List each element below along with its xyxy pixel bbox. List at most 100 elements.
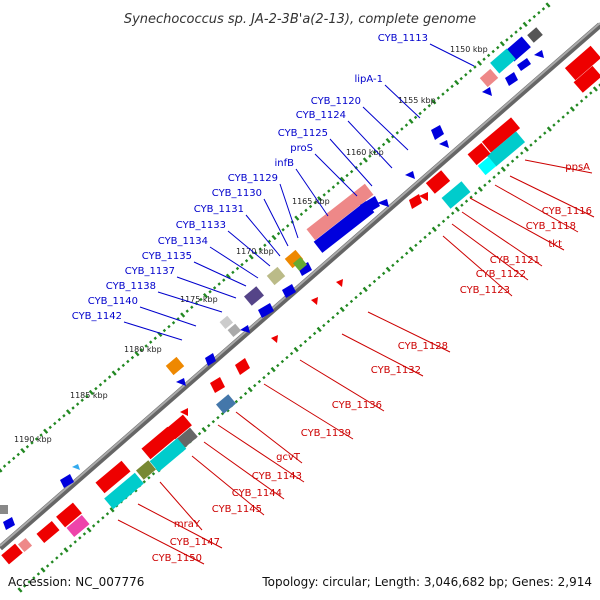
- reverse-gene-label: CYB_1123: [460, 285, 510, 296]
- feature-arrow: [282, 284, 296, 298]
- tick-dot: [7, 460, 11, 464]
- tick-dot: [491, 49, 495, 54]
- tick-dot: [98, 383, 103, 387]
- tick-dot: [322, 193, 326, 197]
- tick-dot: [225, 273, 231, 279]
- feature-block: [441, 181, 471, 209]
- tick-dot: [12, 456, 16, 461]
- tick-dot: [335, 311, 340, 316]
- tick-dot: [322, 323, 326, 328]
- reverse-gene-label: CYB_1121: [490, 255, 540, 266]
- tick-dot: [477, 186, 483, 192]
- forward-gene-label: CYB_1113: [378, 33, 428, 44]
- tick-dot: [234, 399, 239, 404]
- forward-gene-leader: [176, 276, 237, 299]
- tick-dot: [121, 363, 125, 368]
- reverse-gene-leader: [203, 441, 285, 500]
- feature-arrow: [271, 335, 278, 343]
- reverse-gene-leader: [451, 223, 529, 281]
- tick-dot: [486, 53, 491, 58]
- reverse-gene-leader: [263, 383, 354, 440]
- tick-dot: [579, 99, 584, 103]
- feature-block: [219, 315, 234, 330]
- tick-dot: [569, 106, 575, 112]
- reverse-gene-leader: [461, 211, 543, 267]
- feature-arrow: [419, 192, 428, 201]
- tick-dot: [240, 262, 244, 267]
- tick-dot: [546, 126, 552, 132]
- tick-dot: [207, 423, 211, 428]
- feature-block: [292, 256, 308, 272]
- tick-dot: [107, 375, 112, 379]
- tick-dot: [529, 143, 533, 147]
- feature-arrow: [405, 171, 415, 179]
- tick-dot: [2, 464, 7, 468]
- tick-dot: [499, 41, 505, 47]
- feature-arrow: [482, 87, 492, 96]
- tick-dot: [80, 398, 84, 402]
- forward-gene-leader: [362, 106, 409, 151]
- reverse-gene-leader: [137, 503, 223, 549]
- tick-dot: [450, 84, 454, 89]
- tick-dot: [258, 247, 262, 251]
- forward-gene-label: CYB_1120: [311, 96, 361, 107]
- tick-dot: [345, 303, 349, 308]
- tick-dot: [257, 379, 262, 384]
- reverse-gene-label: CYB_1150: [152, 553, 202, 564]
- reverse-gene-label: ppsA: [565, 162, 590, 173]
- reverse-gene-label: CYB_1145: [212, 504, 262, 515]
- tick-dot: [556, 119, 561, 123]
- tick-dot: [538, 135, 542, 139]
- tick-dot: [109, 507, 115, 513]
- reverse-gene-label: CYB_1116: [542, 206, 592, 217]
- tick-dot: [316, 326, 322, 333]
- tick-dot: [308, 335, 312, 340]
- tick-dot: [266, 371, 271, 376]
- tick-dot: [243, 391, 248, 396]
- tick-dot: [45, 564, 50, 568]
- tick-dot: [327, 189, 331, 193]
- forward-gene-label: CYB_1125: [278, 128, 328, 139]
- tick-dot: [139, 348, 144, 352]
- tick-dot: [441, 219, 446, 223]
- feature-block: [313, 201, 375, 253]
- forward-gene-leader: [139, 306, 197, 327]
- tick-dot: [263, 243, 267, 247]
- tick-dot: [308, 204, 313, 209]
- tick-dot: [476, 60, 483, 66]
- tick-dot: [126, 359, 130, 364]
- tick-dot: [506, 163, 510, 167]
- tick-dot: [414, 243, 418, 248]
- reverse-gene-label: gcvT: [276, 452, 301, 463]
- tick-dot: [312, 331, 317, 336]
- tick-dot: [509, 34, 514, 38]
- tick-dot: [589, 91, 593, 95]
- map-title: Synechococcus sp. JA-2-3B'a(2-13), compl…: [124, 12, 476, 27]
- tick-dot: [85, 394, 89, 399]
- tick-dot: [57, 417, 62, 422]
- tick-dot: [474, 191, 478, 195]
- tick-dot: [354, 295, 358, 300]
- forward-gene-label: lipA-1: [355, 74, 384, 85]
- feature-block: [66, 514, 90, 538]
- tick-dot: [253, 383, 257, 388]
- tick-dot: [395, 259, 400, 264]
- tick-dot: [201, 427, 207, 433]
- tick-dot: [211, 419, 216, 424]
- tick-dot: [454, 206, 460, 212]
- reverse-gene-leader: [299, 359, 385, 412]
- reverse-gene-leader: [117, 519, 205, 565]
- reverse-gene-leader: [191, 455, 265, 516]
- tick-dot: [451, 211, 455, 215]
- feature-block: [564, 45, 600, 81]
- tick-dot: [441, 92, 445, 96]
- tick-dot: [445, 88, 450, 92]
- tick-dot: [134, 351, 140, 357]
- tick-dot: [487, 179, 492, 183]
- tick-dot: [404, 123, 409, 127]
- feature-block: [490, 48, 516, 74]
- feature-block: [141, 426, 177, 460]
- tick-dot: [262, 375, 266, 380]
- feature-block: [0, 505, 8, 514]
- reverse-gene-leader: [367, 311, 451, 353]
